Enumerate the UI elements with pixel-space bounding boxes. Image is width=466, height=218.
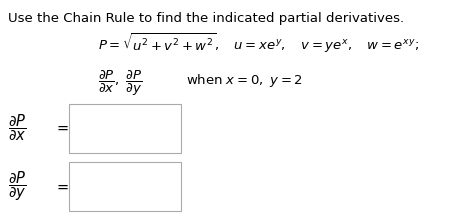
Text: $\dfrac{\partial P}{\partial y}$: $\dfrac{\partial P}{\partial y}$ [8, 170, 26, 203]
Text: Use the Chain Rule to find the indicated partial derivatives.: Use the Chain Rule to find the indicated… [8, 12, 404, 25]
Bar [69, 104, 181, 153]
Text: $=$: $=$ [54, 179, 69, 194]
Text: $\dfrac{\partial P}{\partial x},\ \dfrac{\partial P}{\partial y}$: $\dfrac{\partial P}{\partial x},\ \dfrac… [98, 69, 142, 99]
Text: $\dfrac{\partial P}{\partial x}$: $\dfrac{\partial P}{\partial x}$ [8, 112, 26, 143]
Bar [69, 162, 181, 211]
Text: when $x = 0,\ y = 2$: when $x = 0,\ y = 2$ [186, 72, 303, 89]
Text: $P = \sqrt{u^2 + v^2 + w^2}, \quad u = xe^{y}, \quad v = ye^{x}, \quad w = e^{xy: $P = \sqrt{u^2 + v^2 + w^2}, \quad u = x… [98, 32, 419, 56]
Text: $=$: $=$ [54, 120, 69, 135]
